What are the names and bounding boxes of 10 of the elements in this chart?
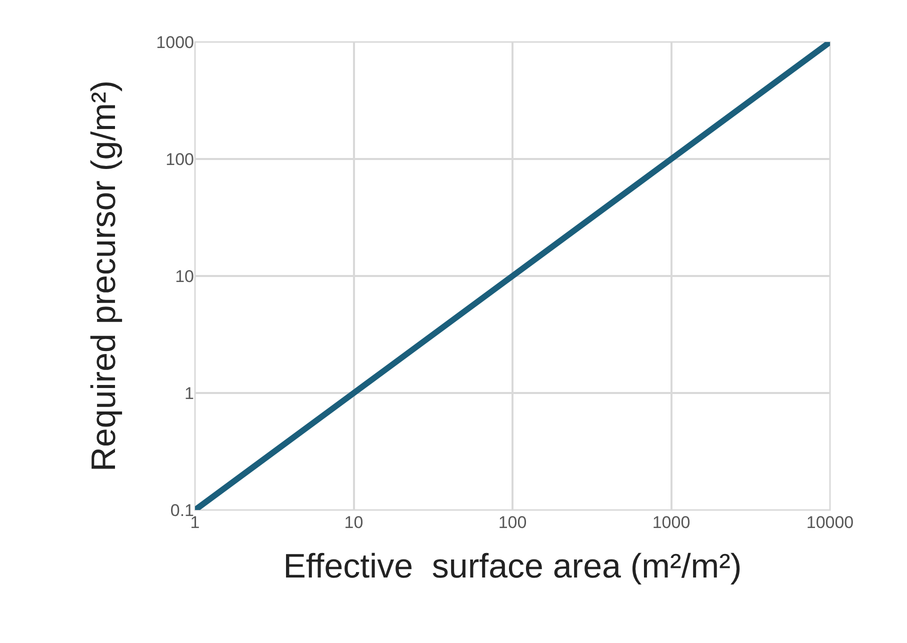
x-tick-label: 1000: [652, 513, 690, 532]
x-tick-label: 100: [498, 513, 527, 532]
y-tick-label: 1000: [156, 32, 194, 52]
y-tick-label: 1: [184, 384, 194, 403]
y-axis-title: Required precursor (g/m²): [84, 80, 123, 472]
x-tick-label: 10: [344, 513, 364, 532]
y-tick-label: 10: [175, 266, 194, 286]
x-axis-title: Effective surface area (m²/m²): [283, 547, 742, 586]
y-tick-label: 100: [166, 150, 194, 169]
x-tick-label: 10000: [806, 513, 854, 532]
